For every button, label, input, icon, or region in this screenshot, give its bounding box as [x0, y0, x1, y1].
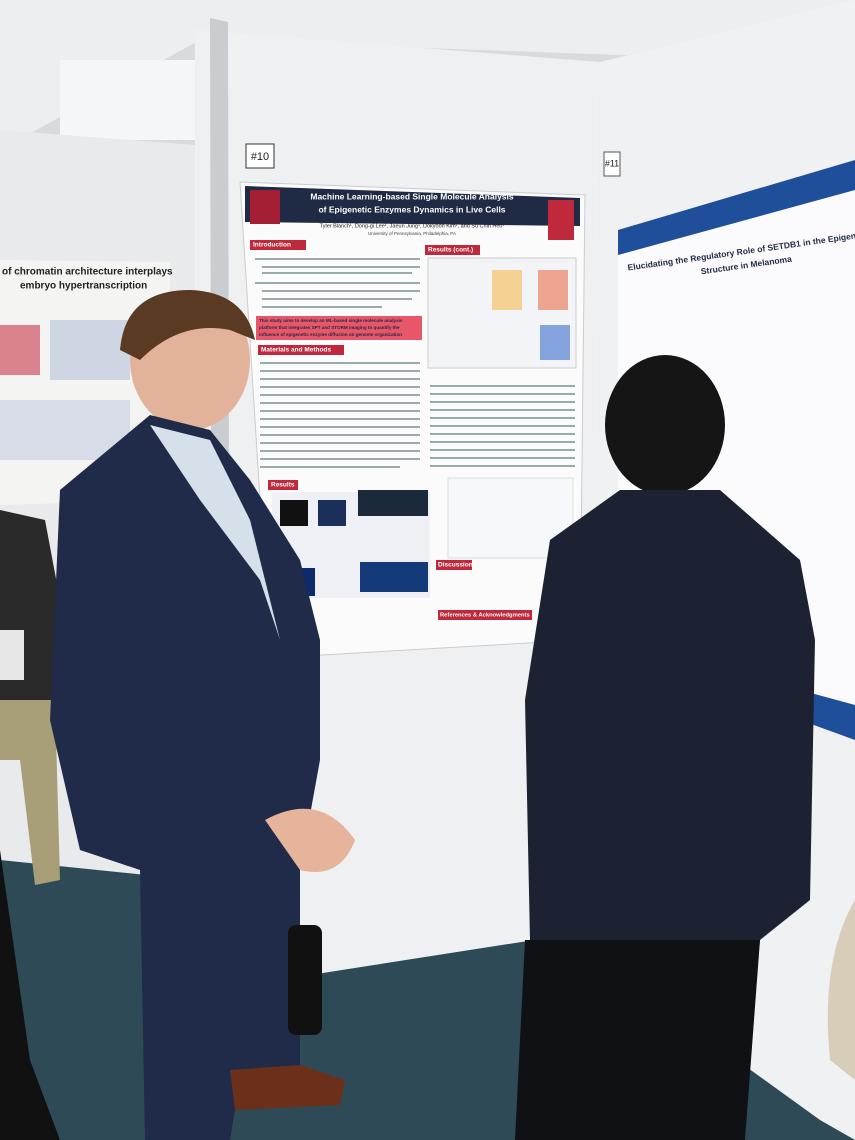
left-figure	[50, 320, 130, 380]
section-header: Results	[271, 482, 295, 489]
figure-panel	[360, 562, 428, 592]
section-header: Materials and Methods	[261, 347, 331, 354]
section-header-bg	[425, 245, 480, 255]
figure-panel	[318, 500, 346, 526]
trousers	[515, 940, 760, 1140]
left-poster-title: of chromatin architecture interplays	[2, 267, 173, 278]
figure-panel	[358, 490, 428, 516]
hair	[120, 290, 255, 360]
aim-text: influence of epigenetic enzyme diffusion…	[259, 332, 402, 337]
poster-authors: Tyler Blanch¹, Dong-gi Lee¹, Jaeun Jung¹…	[320, 223, 505, 229]
right-poster-band	[618, 160, 855, 255]
section-header-bg	[258, 345, 344, 355]
section-header: Discussion	[438, 562, 473, 569]
left-poster-title: embryo hypertranscription	[20, 281, 147, 292]
aim-box	[256, 316, 422, 340]
section-header-bg	[268, 480, 298, 490]
person	[0, 700, 60, 885]
figure-panel	[540, 325, 570, 360]
suit	[50, 415, 320, 1140]
aim-text: This study aims to develop an ML-based s…	[259, 318, 403, 323]
board-label: #10	[251, 151, 269, 163]
section-header: Introduction	[253, 242, 291, 249]
hand	[265, 808, 355, 872]
body-text	[255, 258, 420, 308]
figure-panel	[492, 270, 522, 310]
left-figure	[0, 325, 40, 375]
figure-panel	[538, 270, 568, 310]
section-header: References & Acknowledgments	[440, 613, 530, 619]
person	[827, 900, 855, 1080]
section-header-bg	[436, 560, 472, 570]
section-header-bg	[250, 240, 306, 250]
ceiling-panel	[60, 60, 200, 140]
badge	[0, 630, 24, 680]
logo	[548, 200, 574, 240]
board-label-box	[603, 151, 621, 177]
section-header-bg	[438, 610, 532, 620]
poster-title: Machine Learning-based Single Molecule A…	[310, 191, 514, 201]
figure-panel	[280, 500, 308, 526]
person	[0, 850, 60, 1140]
poster-title-band	[245, 186, 580, 226]
aim-text: platform that integrates SPT and STORM i…	[259, 325, 400, 330]
shoe	[230, 1065, 345, 1110]
shirt	[150, 425, 280, 640]
hair	[605, 355, 725, 495]
logo	[250, 190, 280, 224]
bottle	[288, 925, 322, 1035]
body-text	[260, 362, 575, 468]
board-label: #11	[605, 158, 619, 168]
poster-affiliation: University of Pennsylvania, Philadelphia…	[368, 231, 456, 236]
board-label-box	[245, 143, 275, 169]
poster-title: of Epigenetic Enzymes Dynamics in Live C…	[318, 204, 505, 214]
section-header: Results (cont.)	[428, 247, 473, 254]
